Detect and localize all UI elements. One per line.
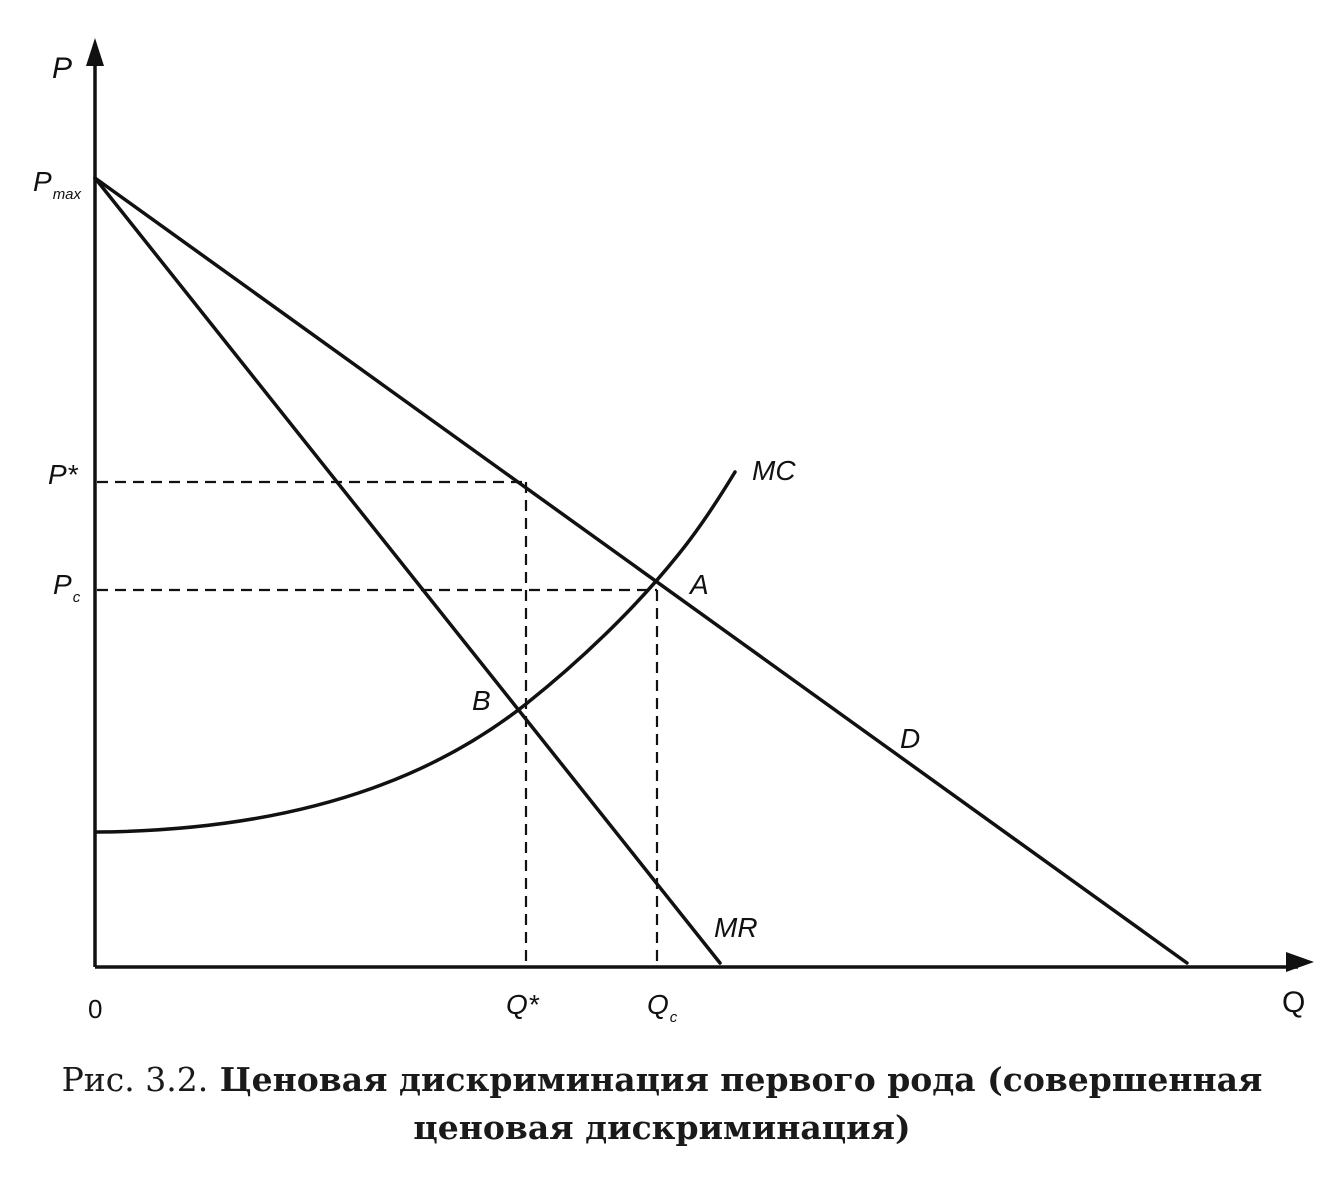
demand-label: D [900,723,920,754]
caption-line1: Ценовая дискриминация первого рода (сове… [219,1060,1263,1099]
caption-prefix: Рис. 3.2. [61,1060,209,1099]
pc-sub: c [73,589,81,606]
tick-pstar: P* [48,459,79,490]
svg-text:Pmax: Pmax [33,166,82,203]
x-axis-label: Q [1282,986,1305,1019]
figure-caption: Рис. 3.2. Ценовая дискриминация первого … [0,1058,1324,1102]
svg-text:Qc: Qc [647,989,678,1026]
x-axis-arrow [1286,952,1314,972]
point-a-label: A [688,569,709,600]
tick-qstar: Q* [506,989,540,1020]
price-discrimination-diagram: P Q 0 Pmax P* Pc Q* Qc MC D MR A B [33,38,1314,1026]
pmax-main: P [33,166,52,197]
figure-caption-line2: ценовая дискриминация) [0,1106,1324,1150]
mr-label: MR [714,912,758,943]
svg-text:Pc: Pc [53,569,81,606]
y-axis-label: P [52,52,72,85]
dashed-guides [97,480,659,965]
tick-pc: Pc [53,569,81,606]
qc-sub: c [670,1009,678,1026]
demand-curve [93,176,1189,965]
origin-label: 0 [88,994,102,1024]
qc-main: Q [647,989,669,1020]
marginal-revenue-curve [93,176,722,965]
marginal-cost-curve [95,470,737,834]
y-axis-arrow [86,38,104,66]
point-b-label: B [472,685,491,716]
pc-main: P [53,569,72,600]
tick-pmax: Pmax [33,166,82,203]
tick-qc: Qc [647,989,678,1026]
pmax-sub: max [53,186,82,203]
mc-label: MC [752,455,796,486]
caption-line2: ценовая дискриминация) [413,1108,911,1147]
